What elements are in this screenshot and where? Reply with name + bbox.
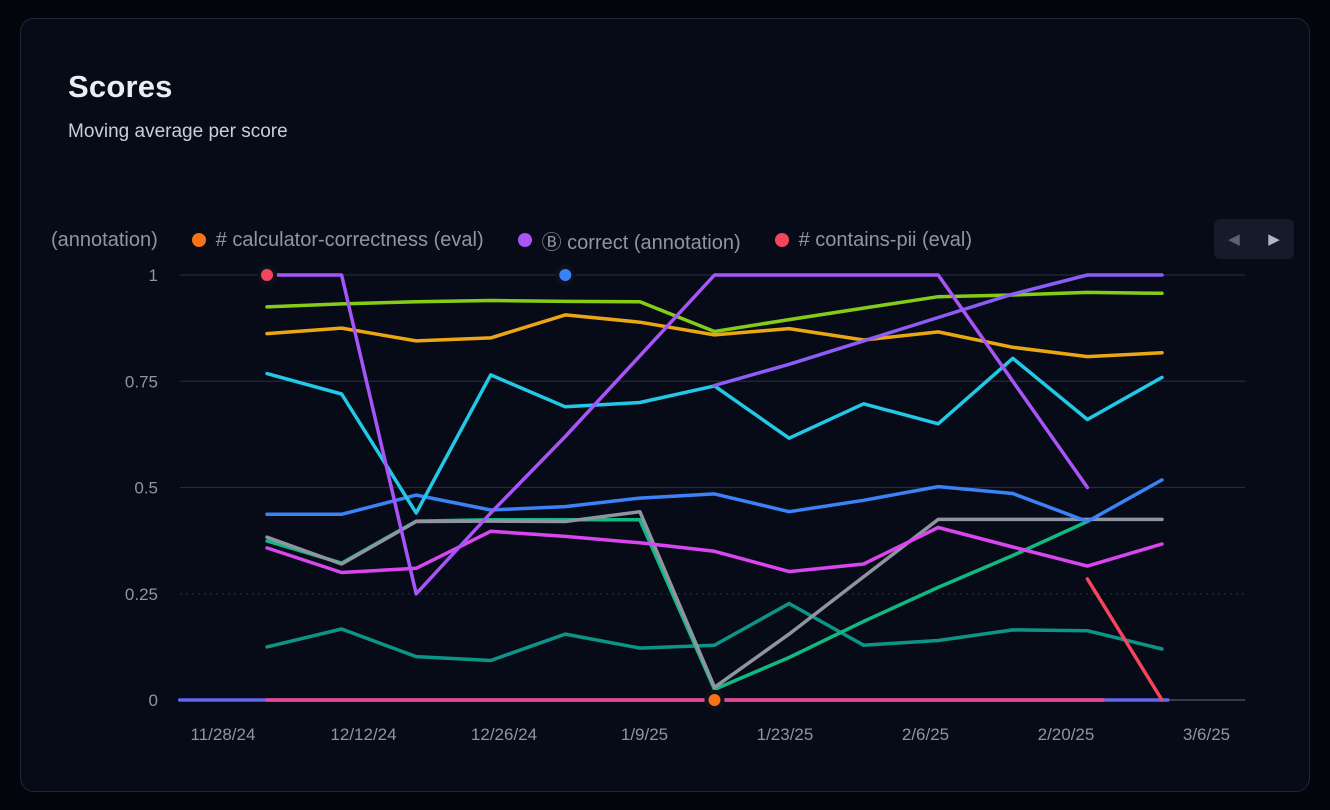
legend-dot-icon	[191, 233, 206, 247]
legend-dot-icon	[774, 233, 789, 247]
chart-legend: (annotation) # calculator-correctness (ev…	[51, 219, 1201, 261]
y-axis-labels: 0 0.25 0.5 0.75 1	[125, 266, 158, 710]
series-line-magenta	[265, 525, 1164, 575]
blue-point-marker	[555, 265, 576, 285]
series-line-blue	[265, 478, 1164, 524]
x-tick-label: 2/6/25	[902, 725, 949, 744]
y-tick-label: 0.75	[125, 372, 158, 391]
y-tick-label: 0	[149, 691, 158, 710]
legend-dot-icon	[517, 233, 532, 247]
legend-item-label: (annotation)	[51, 228, 158, 251]
series-line-correct-annotation	[265, 273, 1090, 596]
series-line-lime	[265, 290, 1164, 334]
legend-item[interactable]: (annotation)	[51, 229, 158, 252]
contains-pii-point-marker	[257, 265, 277, 285]
series-lines	[177, 273, 1170, 702]
legend-item-label: # calculator-correctness (eval)	[215, 228, 484, 251]
series-line-calculator-correctness	[265, 313, 1164, 359]
legend-item-label: Ⓑ correct (annotation)	[541, 231, 741, 254]
x-tick-label: 11/28/24	[191, 725, 256, 744]
point-markers	[257, 265, 725, 710]
x-tick-label: 12/12/24	[330, 725, 396, 744]
series-line-violet-2	[712, 273, 1164, 388]
series-line-emerald	[265, 518, 1090, 692]
y-tick-label: 0.5	[134, 479, 158, 498]
x-tick-label: 3/6/25	[1183, 725, 1230, 744]
legend-next-icon[interactable]: ▶	[1268, 231, 1280, 248]
series-line-teal	[265, 601, 1164, 663]
y-gridlines	[180, 274, 1245, 701]
series-line-contains-pii	[1085, 577, 1164, 702]
y-tick-label: 0.25	[125, 585, 158, 604]
series-line-gray	[265, 509, 1164, 690]
page-title: Scores	[68, 69, 173, 104]
x-tick-label: 1/23/25	[757, 725, 814, 744]
calculator-correctness-point-marker	[704, 690, 725, 710]
legend-pager: ◀ ▶	[1214, 219, 1294, 259]
legend-prev-icon[interactable]: ◀	[1228, 231, 1240, 248]
legend-item[interactable]: Ⓑ correct (annotation)	[517, 226, 741, 255]
y-tick-label: 1	[149, 266, 158, 285]
scores-card: Scores Moving average per score (annotat…	[20, 18, 1310, 792]
x-axis-labels: 11/28/24 12/12/24 12/26/24 1/9/25 1/23/25 2/6…	[191, 725, 1231, 744]
chart-subtitle: Moving average per score	[68, 121, 288, 142]
x-tick-label: 2/20/25	[1038, 725, 1095, 744]
x-tick-label: 12/26/24	[471, 725, 537, 744]
x-tick-label: 1/9/25	[621, 725, 668, 744]
legend-item[interactable]: # contains-pii (eval)	[774, 228, 973, 252]
legend-item-label: # contains-pii (eval)	[798, 228, 973, 251]
legend-item[interactable]: # calculator-correctness (eval)	[191, 228, 484, 252]
